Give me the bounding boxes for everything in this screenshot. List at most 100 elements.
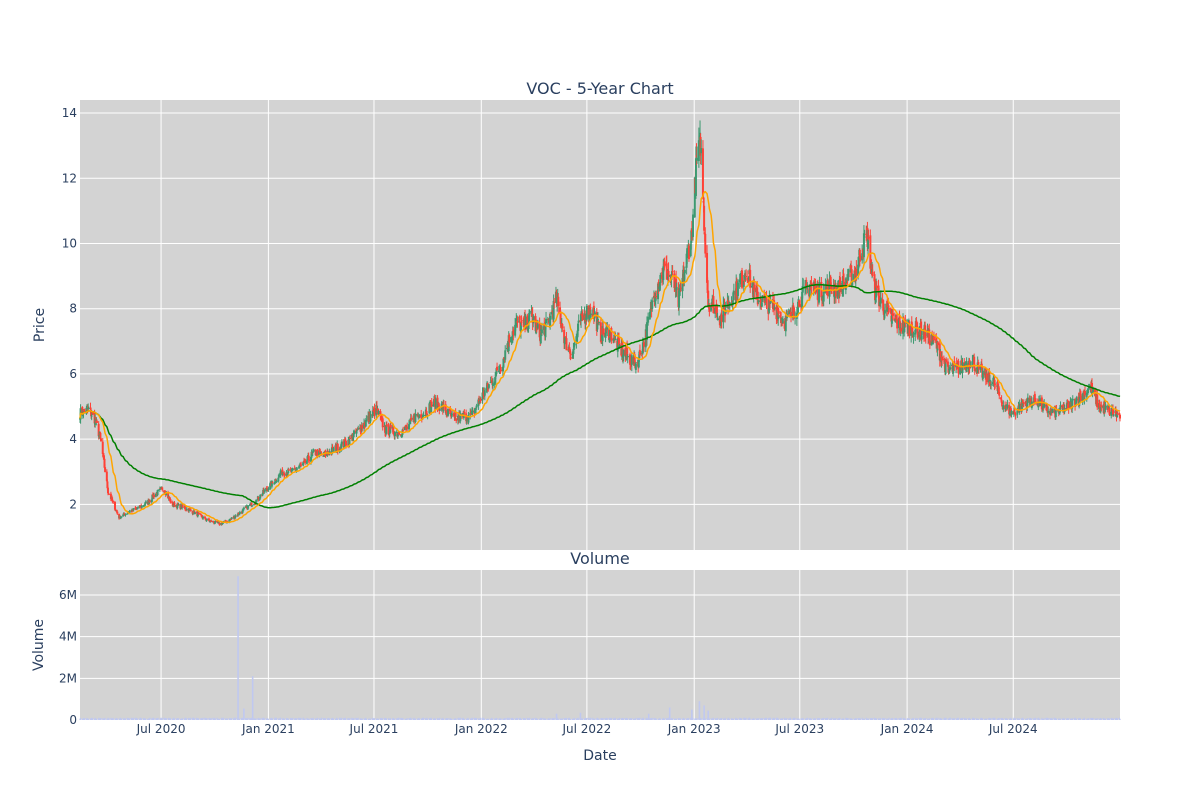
- candle-body: [854, 271, 857, 281]
- candle-body: [549, 315, 552, 327]
- candle-body: [199, 513, 202, 515]
- x-tick-label: Jan 2022: [454, 722, 508, 736]
- volume-bar: [186, 718, 188, 720]
- candle-body: [808, 289, 811, 297]
- volume-bar: [835, 718, 837, 720]
- candle-body: [94, 416, 97, 423]
- volume-bar: [336, 717, 338, 720]
- volume-bar: [908, 718, 911, 720]
- candle-body: [888, 308, 891, 310]
- volume-bar: [451, 718, 453, 720]
- candle-body: [522, 319, 525, 321]
- price-y-axis-label: Price: [32, 308, 48, 342]
- candle-body: [895, 317, 898, 319]
- candle-body: [197, 513, 200, 515]
- candle-body: [822, 290, 825, 302]
- candle-body: [161, 487, 164, 491]
- volume-bar: [1119, 718, 1121, 720]
- volume-bar: [610, 717, 612, 720]
- candle-body: [1099, 406, 1102, 412]
- candle-body: [939, 351, 942, 363]
- candle-body: [648, 311, 651, 320]
- candle-body: [861, 253, 864, 261]
- candle-body: [214, 521, 217, 523]
- candle-body: [942, 359, 945, 361]
- candle-body: [1119, 414, 1121, 419]
- candle-body: [515, 318, 518, 321]
- candle-body: [879, 297, 882, 304]
- candle-body: [853, 271, 856, 273]
- volume-bar: [786, 718, 788, 720]
- candle-body: [230, 517, 233, 520]
- candle-body: [1044, 404, 1047, 407]
- candle-body: [889, 308, 892, 314]
- candle-body: [833, 292, 836, 299]
- volume-bar: [1023, 718, 1025, 720]
- candle-body: [685, 253, 688, 268]
- candle-body: [979, 365, 982, 371]
- candle-body: [81, 415, 84, 417]
- candle-body: [445, 410, 448, 415]
- candle-body: [550, 311, 553, 315]
- candle-body: [395, 431, 398, 433]
- volume-bar: [329, 718, 331, 720]
- candle-body: [97, 423, 100, 437]
- candle-body: [878, 299, 881, 306]
- price-y-tick-label: 10: [62, 236, 77, 250]
- candle-body: [1081, 393, 1084, 403]
- candle-body: [569, 353, 572, 356]
- candle-body: [524, 316, 527, 329]
- volume-bar: [455, 718, 457, 720]
- candle-body: [647, 316, 650, 323]
- candle-body: [185, 508, 188, 510]
- volume-bar: [586, 717, 588, 720]
- candle-body: [136, 507, 139, 509]
- candle-body: [441, 404, 444, 406]
- candle-body: [935, 339, 938, 342]
- candle-body: [238, 514, 241, 516]
- candle-body: [861, 250, 864, 252]
- candle-body: [406, 426, 409, 429]
- candle-body: [389, 425, 392, 428]
- candle-body: [657, 281, 660, 291]
- candle-body: [585, 305, 588, 320]
- candle-body: [792, 305, 795, 315]
- candle-body: [156, 490, 159, 496]
- candle-body: [675, 278, 678, 289]
- candle-body: [271, 481, 274, 483]
- x-tick-label: Jan 2021: [241, 722, 295, 736]
- candle-body: [986, 373, 989, 383]
- candle-body: [912, 333, 915, 337]
- volume-bar: [676, 718, 678, 720]
- volume-bar: [968, 717, 971, 720]
- candle-body: [1070, 400, 1073, 402]
- candle-body: [796, 313, 799, 315]
- candle-body: [414, 413, 417, 423]
- candle-body: [821, 296, 824, 300]
- volume-bar: [210, 718, 212, 720]
- candle-body: [622, 349, 625, 357]
- volume-bar: [492, 718, 494, 720]
- volume-bar: [765, 717, 768, 720]
- candle-body: [1075, 399, 1078, 404]
- candle-body: [865, 233, 868, 236]
- candle-body: [191, 511, 194, 514]
- volume-bar: [267, 718, 270, 720]
- volume-bar: [439, 717, 441, 720]
- candle-body: [384, 426, 387, 433]
- candle-body: [85, 407, 88, 409]
- volume-bar: [912, 717, 915, 720]
- candle-body: [106, 481, 109, 489]
- candle-body: [454, 412, 457, 417]
- candle-body: [573, 343, 576, 346]
- candle-body: [496, 366, 499, 371]
- volume-bar: [422, 717, 425, 720]
- candle-body: [336, 444, 339, 452]
- candle-body: [887, 305, 890, 307]
- volume-bar: [839, 717, 841, 720]
- candle-body: [706, 252, 709, 283]
- volume-bar: [859, 718, 862, 720]
- candle-body: [452, 413, 455, 417]
- candle-body: [82, 409, 85, 414]
- candle-body: [1014, 414, 1017, 416]
